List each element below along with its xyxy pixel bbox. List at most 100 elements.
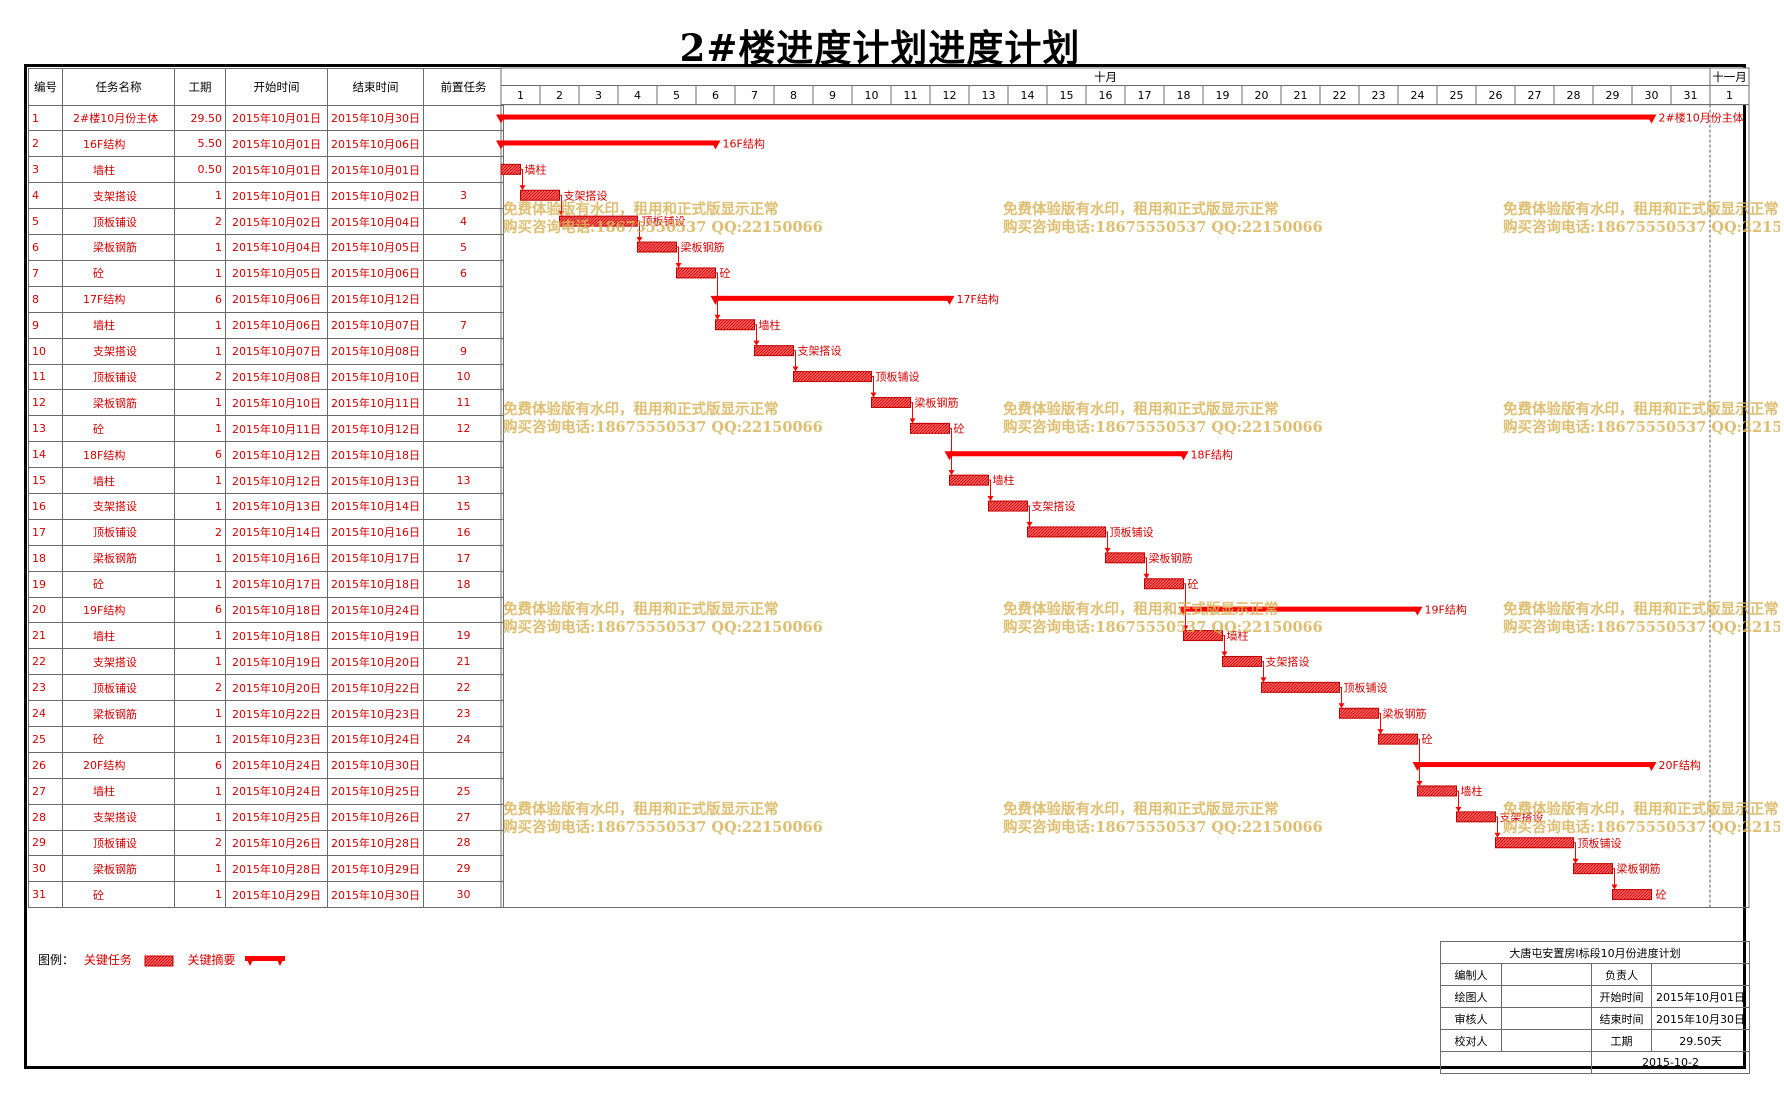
day-label: 1 bbox=[1726, 89, 1733, 102]
task-duration-cell: 1 bbox=[174, 259, 226, 287]
task-bar-label: 梁板钢筋 bbox=[1149, 551, 1193, 565]
task-start-cell: 2015年10月14日 bbox=[225, 518, 328, 546]
dependency-link bbox=[754, 324, 757, 343]
day-label: 27 bbox=[1528, 89, 1542, 102]
summary-bar bbox=[1183, 606, 1418, 612]
table-row[interactable]: 9 墙柱 1 2015年10月06日 2015年10月07日 7 bbox=[28, 311, 504, 339]
task-end-cell: 2015年10月11日 bbox=[327, 389, 424, 417]
dependency-arrow bbox=[1260, 677, 1267, 683]
task-end-cell: 2015年10月12日 bbox=[327, 285, 424, 313]
table-row[interactable]: 7 砼 1 2015年10月05日 2015年10月06日 6 bbox=[28, 259, 504, 287]
day-label: 1 bbox=[517, 89, 524, 102]
table-row[interactable]: 11 顶板铺设 2 2015年10月08日 2015年10月10日 10 bbox=[28, 363, 504, 391]
title-block-start-label: 开始时间 bbox=[1591, 985, 1652, 1008]
day-label: 29 bbox=[1606, 89, 1620, 102]
task-bar bbox=[793, 371, 872, 383]
title-block-duration-label: 工期 bbox=[1591, 1029, 1652, 1052]
task-bar bbox=[754, 345, 794, 357]
legend-critical-summary-swatch bbox=[245, 955, 286, 966]
month-label: 十月 bbox=[1094, 70, 1117, 84]
task-id-cell: 20 bbox=[28, 596, 63, 624]
task-duration-cell: 0.50 bbox=[174, 156, 226, 184]
task-bar bbox=[715, 319, 755, 331]
table-row[interactable]: 3 墙柱 0.50 2015年10月01日 2015年10月01日 bbox=[28, 156, 504, 184]
task-predecessor-cell: 22 bbox=[423, 674, 504, 702]
table-row[interactable]: 14 18F结构 6 2015年10月12日 2015年10月18日 bbox=[28, 441, 504, 469]
summary-end-marker bbox=[1646, 762, 1657, 772]
task-predecessor-cell: 29 bbox=[423, 855, 504, 883]
task-bar bbox=[500, 163, 521, 175]
table-row[interactable]: 15 墙柱 1 2015年10月12日 2015年10月13日 13 bbox=[28, 467, 504, 494]
day-label: 12 bbox=[943, 89, 957, 102]
dependency-arrow bbox=[909, 418, 916, 424]
task-predecessor-cell: 19 bbox=[423, 622, 504, 650]
table-row[interactable]: 2 16F结构 5.50 2015年10月01日 2015年10月06日 bbox=[28, 130, 504, 158]
day-label: 23 bbox=[1372, 89, 1386, 102]
task-name-cell: 墙柱 bbox=[62, 777, 175, 805]
task-predecessor-cell: 17 bbox=[423, 544, 504, 572]
task-bar-label: 梁板钢筋 bbox=[1617, 862, 1661, 876]
table-row[interactable]: 18 梁板钢筋 1 2015年10月16日 2015年10月17日 17 bbox=[28, 544, 504, 572]
task-end-cell: 2015年10月24日 bbox=[327, 596, 424, 624]
task-bar-label: 支架搭设 bbox=[1032, 500, 1076, 513]
table-row[interactable]: 21 墙柱 1 2015年10月18日 2015年10月19日 19 bbox=[28, 622, 504, 650]
task-start-cell: 2015年10月01日 bbox=[225, 130, 328, 158]
task-id-cell: 2 bbox=[28, 130, 63, 158]
table-row[interactable]: 4 支架搭设 1 2015年10月01日 2015年10月02日 3 bbox=[28, 182, 504, 210]
table-row[interactable]: 22 支架搭设 1 2015年10月19日 2015年10月20日 21 bbox=[28, 648, 504, 676]
table-row[interactable]: 17 顶板铺设 2 2015年10月14日 2015年10月16日 16 bbox=[28, 518, 504, 546]
table-row[interactable]: 24 梁板钢筋 1 2015年10月22日 2015年10月23日 23 bbox=[28, 700, 504, 727]
dependency-arrow bbox=[714, 314, 721, 320]
task-duration-cell: 2 bbox=[174, 208, 226, 236]
task-bar-label: 支架搭设 bbox=[798, 345, 842, 358]
task-id-cell: 8 bbox=[28, 285, 63, 313]
table-row[interactable]: 26 20F结构 6 2015年10月24日 2015年10月30日 bbox=[28, 751, 504, 779]
dependency-link bbox=[715, 272, 718, 317]
dependency-arrow bbox=[675, 262, 682, 268]
table-row[interactable]: 19 砼 1 2015年10月17日 2015年10月18日 18 bbox=[28, 570, 504, 598]
day-label: 3 bbox=[595, 89, 602, 102]
table-row[interactable]: 23 顶板铺设 2 2015年10月20日 2015年10月22日 22 bbox=[28, 674, 504, 702]
table-row[interactable]: 31 砼 1 2015年10月29日 2015年10月30日 30 bbox=[28, 881, 504, 909]
task-bar-label: 顶板铺设 bbox=[876, 370, 920, 384]
day-label: 9 bbox=[829, 89, 836, 102]
task-name-cell: 支架搭设 bbox=[62, 492, 175, 520]
table-row[interactable]: 1 2#楼10月份主体 29.50 2015年10月01日 2015年10月30日 bbox=[28, 104, 504, 132]
task-duration-cell: 5.50 bbox=[174, 130, 226, 158]
title-block-end: 2015年10月30日 bbox=[1651, 1007, 1750, 1030]
task-end-cell: 2015年10月01日 bbox=[327, 156, 424, 184]
task-bar-label: 墙柱 bbox=[759, 318, 781, 332]
table-row[interactable]: 20 19F结构 6 2015年10月18日 2015年10月24日 bbox=[28, 596, 504, 624]
col-header-predecessor: 前置任务 bbox=[423, 68, 504, 106]
dependency-arrow bbox=[753, 340, 760, 346]
dependency-link bbox=[949, 427, 952, 473]
task-bar-label: 支架搭设 bbox=[564, 189, 608, 202]
table-row[interactable]: 25 砼 1 2015年10月23日 2015年10月24日 24 bbox=[28, 725, 504, 753]
task-bar bbox=[949, 474, 989, 486]
title-block-reviewer-label: 审核人 bbox=[1440, 1007, 1502, 1030]
title-block-duration: 29.50天 bbox=[1651, 1029, 1750, 1052]
summary-start-marker bbox=[496, 114, 506, 124]
day-label: 16 bbox=[1099, 89, 1113, 102]
task-start-cell: 2015年10月01日 bbox=[225, 182, 328, 210]
task-end-cell: 2015年10月30日 bbox=[327, 104, 424, 132]
table-row[interactable]: 8 17F结构 6 2015年10月06日 2015年10月12日 bbox=[28, 285, 504, 313]
task-bar bbox=[1222, 655, 1262, 667]
dependency-arrow bbox=[636, 237, 643, 243]
summary-bar bbox=[501, 114, 1652, 120]
task-duration-cell: 1 bbox=[174, 544, 226, 572]
task-name-cell: 梁板钢筋 bbox=[62, 700, 175, 727]
dependency-arrow bbox=[1221, 651, 1228, 657]
task-bar bbox=[871, 396, 911, 408]
day-label: 28 bbox=[1567, 89, 1581, 102]
task-end-cell: 2015年10月04日 bbox=[327, 208, 424, 236]
table-row[interactable]: 10 支架搭设 1 2015年10月07日 2015年10月08日 9 bbox=[28, 337, 504, 365]
table-row[interactable]: 29 顶板铺设 2 2015年10月26日 2015年10月28日 28 bbox=[28, 829, 504, 857]
title-block: 大唐屯安置房Ⅰ标段10月份进度计划 编制人 负责人 绘图人 开始时间 2015年… bbox=[1440, 941, 1750, 1074]
task-start-cell: 2015年10月23日 bbox=[225, 725, 328, 753]
task-bar bbox=[676, 267, 716, 279]
table-row[interactable]: 30 梁板钢筋 1 2015年10月28日 2015年10月29日 29 bbox=[28, 855, 504, 883]
task-bar-label: 墙柱 bbox=[1461, 784, 1483, 798]
table-row[interactable]: 27 墙柱 1 2015年10月24日 2015年10月25日 25 bbox=[28, 777, 504, 805]
title-block-start: 2015年10月01日 bbox=[1651, 985, 1750, 1008]
